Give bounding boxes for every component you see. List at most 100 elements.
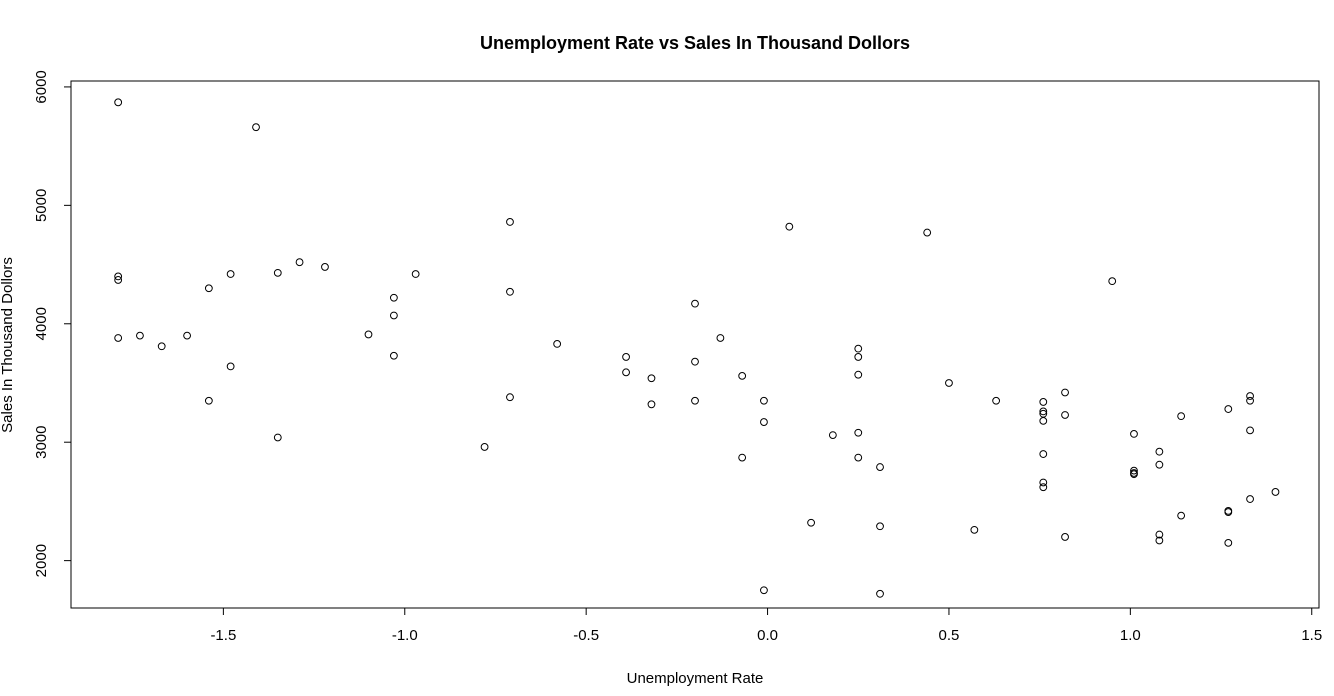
y-tick-label: 6000	[33, 70, 50, 103]
data-point	[647, 374, 656, 383]
data-point	[945, 379, 953, 387]
data-point	[273, 268, 282, 277]
data-point	[183, 331, 191, 340]
data-point	[691, 299, 699, 308]
data-point	[1224, 405, 1233, 413]
data-point	[506, 218, 514, 226]
data-point	[1039, 478, 1048, 487]
data-point	[321, 263, 329, 271]
data-point	[389, 293, 398, 302]
data-point	[114, 334, 123, 342]
data-point	[506, 287, 514, 296]
data-point	[760, 418, 768, 426]
data-point	[553, 340, 562, 348]
x-tick-label: -1.0	[392, 627, 418, 644]
data-point	[1061, 388, 1069, 397]
x-axis: -1.5 -1.0 -0.5 0.0 0.5 1.0 1.5	[210, 607, 1322, 644]
data-point	[1130, 430, 1138, 438]
data-point	[204, 396, 213, 405]
y-tick-label: 2000	[33, 544, 50, 577]
x-tick-label: 0.5	[939, 627, 960, 644]
x-tick-label: 0.0	[757, 627, 778, 644]
data-point	[691, 357, 699, 366]
data-point	[647, 400, 656, 409]
data-point	[389, 311, 398, 320]
data-point	[480, 443, 489, 451]
data-point	[1039, 416, 1048, 425]
data-point	[114, 98, 123, 107]
data-point	[1246, 396, 1254, 405]
data-point	[807, 518, 815, 527]
data-point	[389, 351, 398, 360]
data-point	[204, 284, 213, 293]
data-point	[1246, 426, 1254, 435]
y-tick-label: 4000	[33, 307, 50, 340]
data-points	[114, 98, 1280, 598]
data-point	[252, 123, 260, 132]
data-point	[1061, 533, 1069, 541]
y-axis-label: Sales In Thousand Dollors	[0, 257, 16, 433]
data-point	[1224, 508, 1233, 516]
data-point	[1061, 411, 1069, 419]
data-point	[114, 272, 123, 281]
data-point	[1246, 392, 1254, 400]
data-point	[854, 353, 863, 361]
data-point	[622, 353, 630, 361]
y-tick-label: 3000	[33, 426, 50, 459]
data-point	[411, 270, 420, 278]
plot-frame	[70, 80, 1320, 609]
data-point	[1155, 460, 1164, 469]
data-point	[1155, 536, 1164, 545]
data-point	[854, 428, 863, 437]
data-point	[1224, 538, 1233, 547]
x-axis-label: Unemployment Rate	[627, 670, 764, 687]
x-tick-label: 1.5	[1301, 627, 1322, 644]
data-point	[1039, 407, 1048, 416]
x-tick-label: -0.5	[573, 627, 599, 644]
data-point	[760, 586, 768, 595]
data-point	[273, 433, 282, 442]
data-point	[785, 222, 794, 231]
data-point	[157, 342, 166, 351]
data-point	[1130, 466, 1138, 475]
data-point	[114, 276, 123, 284]
data-point	[1155, 530, 1164, 539]
data-point	[1108, 277, 1117, 286]
data-point	[716, 334, 725, 342]
data-point	[738, 453, 747, 462]
x-tick-label: -1.5	[210, 627, 236, 644]
data-point	[1246, 495, 1254, 503]
data-point	[876, 522, 884, 531]
data-point	[876, 463, 884, 471]
y-axis: 2000 3000 4000 5000 6000	[33, 70, 72, 577]
data-point	[1177, 511, 1186, 520]
data-point	[622, 368, 630, 377]
data-point	[828, 431, 837, 439]
data-point	[854, 370, 863, 379]
data-point	[1271, 488, 1280, 496]
data-point	[970, 525, 979, 534]
data-point	[854, 344, 863, 353]
data-point	[1130, 470, 1138, 479]
data-point	[1039, 483, 1048, 492]
data-point	[364, 330, 373, 339]
data-point	[691, 396, 699, 405]
data-point	[923, 228, 932, 237]
data-point	[295, 258, 304, 267]
data-point	[1177, 412, 1186, 421]
chart-title: Unemployment Rate vs Sales In Thousand D…	[480, 33, 910, 53]
data-point	[876, 589, 884, 598]
data-point	[506, 393, 514, 402]
data-point	[1039, 450, 1048, 458]
data-point	[226, 270, 235, 278]
data-point	[854, 453, 863, 462]
data-point	[1039, 398, 1048, 406]
data-point	[226, 362, 235, 371]
y-tick-label: 5000	[33, 189, 50, 222]
data-point	[738, 371, 747, 380]
data-point	[760, 396, 768, 405]
data-point	[136, 331, 144, 340]
x-tick-label: 1.0	[1120, 627, 1141, 644]
data-point	[992, 396, 1001, 405]
